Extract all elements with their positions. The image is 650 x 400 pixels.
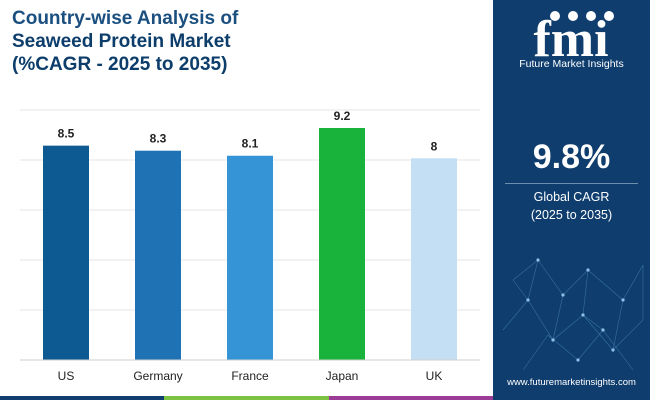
title-block: Country-wise Analysis of Seaweed Protein…: [12, 8, 238, 76]
bottom-bar-segment-3: [328, 396, 493, 400]
bar-japan: [319, 128, 365, 360]
category-label-us: US: [58, 369, 75, 383]
category-label-germany: Germany: [133, 369, 182, 383]
fmi-logo: fmi: [533, 11, 614, 68]
value-label-japan: 9.2: [334, 109, 351, 123]
category-label-uk: UK: [426, 369, 443, 383]
global-cagr-label: Global CAGR (2025 to 2035): [493, 188, 650, 224]
value-label-uk: 8: [431, 139, 438, 153]
bottom-bar-segment-2: [164, 396, 329, 400]
bottom-bar-segment-1: [0, 396, 165, 400]
bar-france: [227, 155, 273, 360]
bars: [43, 128, 457, 360]
global-cagr-label-line2: (2025 to 2035): [530, 208, 613, 222]
global-cagr-label-line1: Global CAGR: [533, 190, 610, 204]
value-label-germany: 8.3: [150, 132, 167, 146]
bar-us: [43, 145, 89, 360]
summary-panel: fmi Future Market Insights 9.8% Global C…: [493, 0, 650, 400]
global-cagr-value: 9.8%: [532, 138, 611, 176]
bottom-color-bar: [0, 396, 493, 400]
logo-caption: Future Market Insights: [519, 58, 624, 70]
website-url: www.futuremarketinsights.com: [507, 377, 636, 388]
bar-uk: [411, 158, 457, 360]
category-label-japan: Japan: [326, 369, 359, 383]
category-labels: US Germany France Japan UK: [58, 369, 443, 383]
title-line-2: Seaweed Protein Market: [12, 31, 231, 52]
network-graphic: [502, 258, 644, 371]
category-label-france: France: [231, 369, 269, 383]
title-line-1: Country-wise Analysis of: [12, 8, 239, 29]
value-label-us: 8.5: [58, 127, 75, 141]
bar-germany: [135, 150, 181, 360]
value-label-france: 8.1: [242, 137, 259, 151]
divider: [505, 183, 638, 184]
value-labels: 8.5 8.3 8.1 9.2 8: [58, 109, 438, 153]
bar-chart: 8.5 8.3 8.1 9.2 8 US Germany France Japan UK: [20, 109, 480, 383]
title-line-3: (%CAGR - 2025 to 2035): [12, 54, 228, 75]
